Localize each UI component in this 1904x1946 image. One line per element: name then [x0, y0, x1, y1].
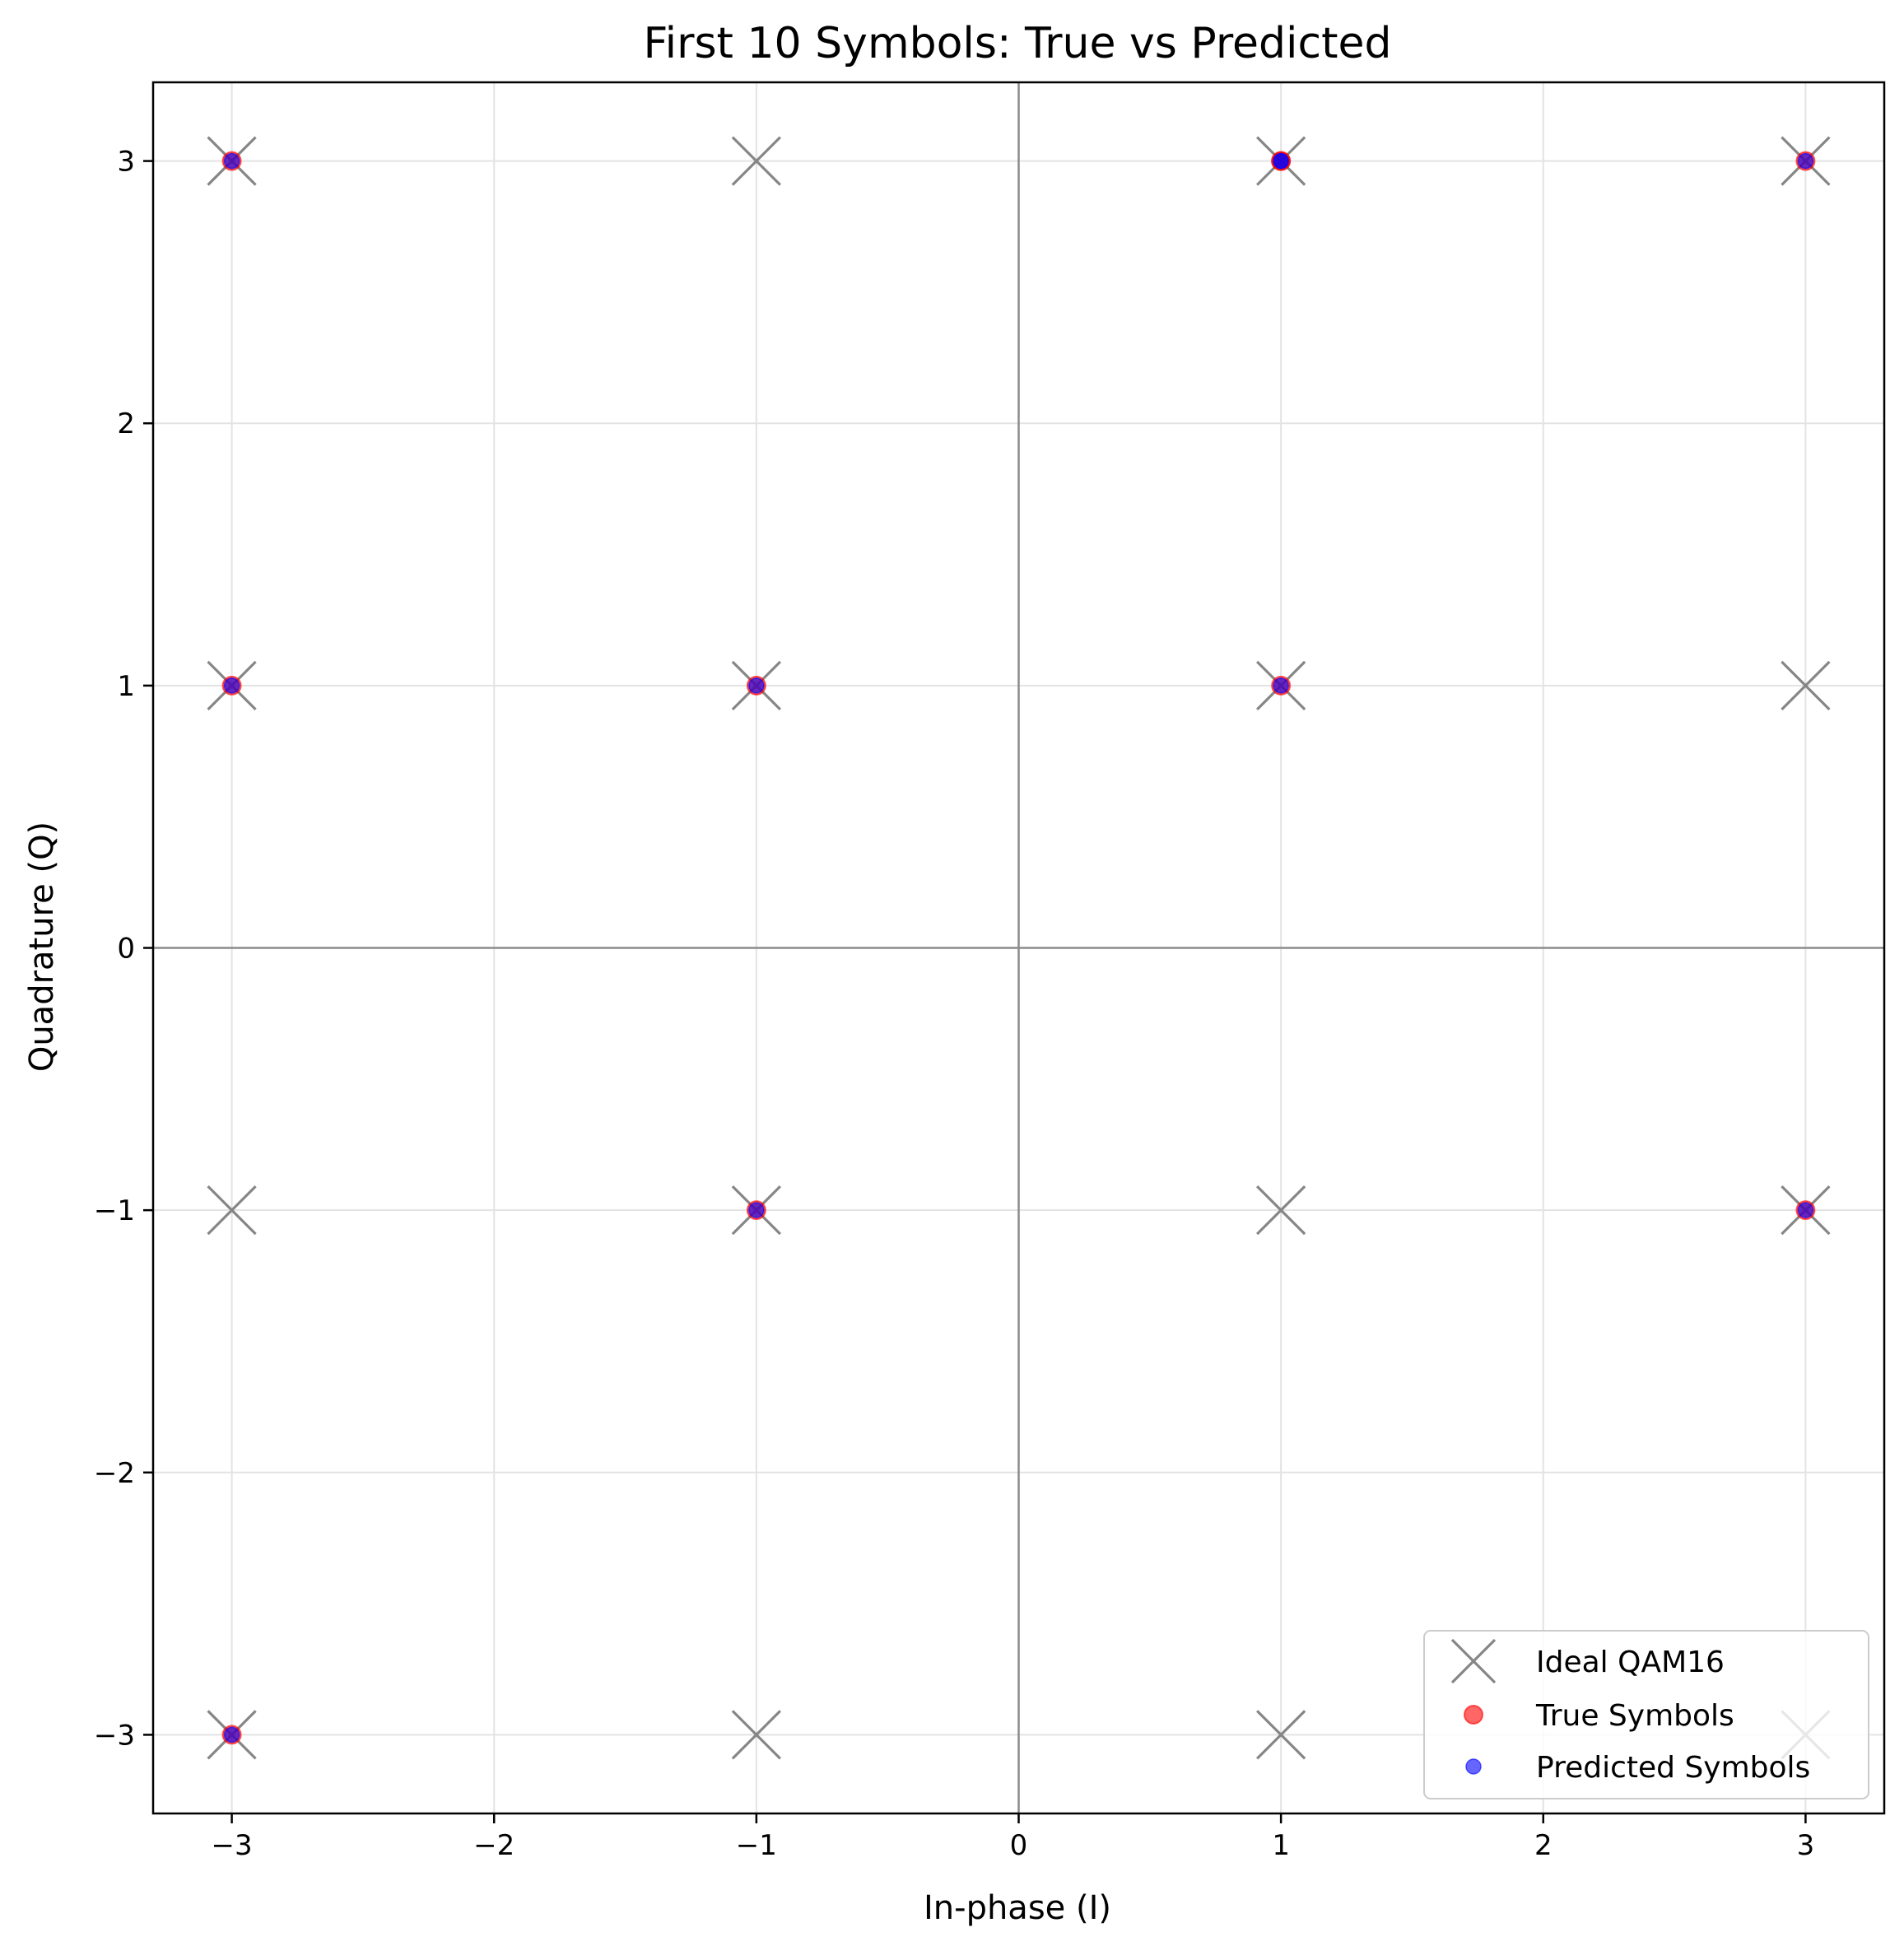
zero-reference-lines [153, 82, 1884, 1813]
ideal-point-marker [1781, 660, 1831, 710]
y-tick-label: 0 [117, 933, 135, 966]
legend-box [1423, 1630, 1869, 1799]
y-axis-label: Quadrature (Q) [23, 822, 61, 1072]
legend-label: Ideal QAM16 [1536, 1646, 1725, 1679]
y-tick-label: −3 [94, 1719, 135, 1752]
x-axis-ticks: −3 −2 −1 0 1 2 3 [212, 1813, 1815, 1862]
legend-ideal-marker [1450, 1638, 1497, 1684]
predicted-symbol-point [1273, 677, 1289, 694]
y-tick-label: −2 [94, 1457, 135, 1490]
predicted-symbol-point [1797, 1202, 1814, 1218]
x-tick-label: 0 [1010, 1829, 1028, 1862]
ideal-point-marker [731, 136, 781, 186]
legend-label: True Symbols [1535, 1699, 1734, 1733]
y-tick-label: −1 [94, 1194, 135, 1227]
ideal-point-marker [207, 1185, 257, 1236]
predicted-symbol-point [748, 677, 765, 694]
predicted-symbol-point [1797, 152, 1814, 170]
legend-label: Predicted Symbols [1536, 1751, 1810, 1785]
legend: Ideal QAM16 True Symbols Predicted Symbols [1423, 1630, 1869, 1799]
x-tick-label: 3 [1797, 1829, 1815, 1862]
y-tick-label: 2 [117, 407, 135, 440]
ideal-point-marker [1256, 1185, 1306, 1236]
x-tick-label: −2 [473, 1829, 514, 1862]
x-tick-label: −3 [212, 1829, 253, 1862]
predicted-symbols-series [223, 152, 1814, 1743]
ideal-point-marker [731, 1710, 781, 1760]
chart-title: First 10 Symbols: True vs Predicted [644, 19, 1392, 68]
x-axis-label: In-phase (I) [924, 1889, 1111, 1927]
x-tick-label: 2 [1534, 1829, 1553, 1862]
predicted-symbol-point [223, 677, 240, 694]
y-axis-ticks: −3 −2 −1 0 1 2 3 [94, 146, 153, 1752]
predicted-symbol-point [223, 152, 240, 170]
ideal-point-marker [1256, 1710, 1306, 1760]
predicted-symbol-point [748, 1202, 765, 1218]
x-tick-label: 1 [1272, 1829, 1290, 1862]
predicted-symbol-point [1273, 152, 1289, 170]
y-tick-label: 1 [117, 670, 135, 703]
y-tick-label: 3 [117, 146, 135, 179]
legend-predicted-marker [1465, 1758, 1482, 1775]
x-tick-label: −1 [736, 1829, 777, 1862]
predicted-symbol-point [223, 1726, 240, 1743]
legend-true-marker [1464, 1705, 1483, 1725]
